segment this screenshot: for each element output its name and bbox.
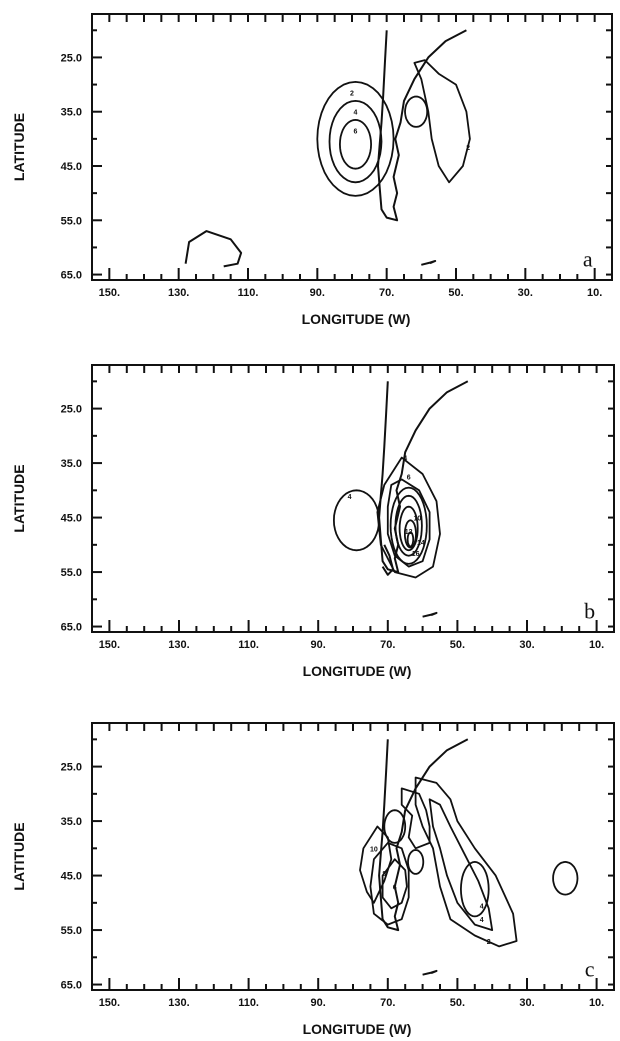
contour-label: 4 bbox=[348, 494, 352, 501]
y-tick-label: 35.0 bbox=[61, 458, 82, 470]
y-tick-label: 35.0 bbox=[61, 107, 82, 119]
x-tick-label: 70. bbox=[380, 997, 395, 1009]
panel-b: 150. 130. 110. 90. 70. 50. 30. 10. 25.0 35.0 45.0 5… bbox=[11, 364, 615, 679]
x-tick-label: 50. bbox=[450, 639, 465, 651]
contour-line bbox=[386, 478, 431, 568]
panel-letter: a bbox=[583, 246, 593, 271]
contour-line bbox=[398, 505, 419, 552]
coastline-contour bbox=[378, 738, 469, 932]
y-tick-label: 65.0 bbox=[61, 622, 82, 634]
contour-label: 6 bbox=[407, 475, 411, 482]
y-axis-title: LATITUDE bbox=[11, 113, 27, 181]
x-tick-label: 150. bbox=[99, 287, 120, 299]
contour-label: 6 bbox=[354, 129, 358, 136]
x-tick-label: 90. bbox=[311, 997, 326, 1009]
coastline-contour bbox=[378, 380, 469, 574]
contour-line bbox=[407, 849, 425, 875]
contour-line bbox=[333, 489, 380, 552]
contour-line bbox=[381, 858, 408, 910]
contour-line bbox=[404, 519, 417, 549]
contour-label: 6 bbox=[393, 884, 397, 891]
contour-label: 4 bbox=[480, 917, 484, 924]
x-tick-label: 70. bbox=[380, 639, 395, 651]
x-tick-label: 110. bbox=[238, 997, 259, 1009]
x-tick-label: 150. bbox=[99, 997, 120, 1009]
coastline-contour bbox=[422, 969, 438, 976]
y-tick-label: 55.0 bbox=[61, 925, 82, 937]
y-tick-label: 25.0 bbox=[61, 404, 82, 416]
contour-line bbox=[414, 776, 518, 948]
x-tick-label: 10. bbox=[587, 287, 602, 299]
plot-frame bbox=[91, 722, 615, 991]
x-axis-title: LONGITUDE (W) bbox=[302, 311, 411, 327]
contour-line bbox=[383, 809, 407, 844]
x-tick-label: 130. bbox=[168, 997, 189, 1009]
y-tick-label: 45.0 bbox=[61, 161, 82, 173]
plot-frame bbox=[91, 13, 613, 281]
x-tick-label: 110. bbox=[238, 639, 259, 651]
contour-line bbox=[428, 798, 494, 931]
contour-label: 4 bbox=[403, 456, 407, 463]
x-tick-label: 90. bbox=[310, 287, 325, 299]
x-tick-label: 30. bbox=[519, 639, 534, 651]
y-tick-label: 65.0 bbox=[61, 980, 82, 992]
x-tick-label: 70. bbox=[379, 287, 394, 299]
x-tick-label: 50. bbox=[448, 287, 463, 299]
contour-line bbox=[552, 861, 579, 896]
contour-label: 16 bbox=[412, 551, 420, 558]
x-tick-label: 90. bbox=[311, 639, 326, 651]
contour-label: 4 bbox=[354, 110, 358, 117]
y-tick-label: 35.0 bbox=[61, 816, 82, 828]
x-tick-label: 150. bbox=[99, 639, 120, 651]
x-tick-label: 50. bbox=[450, 997, 465, 1009]
x-tick-label: 30. bbox=[519, 997, 534, 1009]
coastline-contour bbox=[421, 260, 437, 266]
contour-line bbox=[413, 59, 471, 184]
x-tick-label: 130. bbox=[168, 639, 189, 651]
y-tick-label: 45.0 bbox=[61, 871, 82, 883]
contour-label: 2 bbox=[350, 91, 354, 98]
contour-line bbox=[406, 531, 415, 548]
y-tick-label: 25.0 bbox=[61, 52, 82, 64]
contour-line bbox=[394, 494, 423, 557]
y-tick-label: 45.0 bbox=[61, 513, 82, 525]
contour-label: 10 bbox=[370, 846, 378, 853]
contour-line bbox=[369, 842, 410, 926]
y-tick-label: 65.0 bbox=[61, 270, 82, 282]
contour-line bbox=[316, 81, 395, 197]
x-tick-label: 110. bbox=[238, 287, 259, 299]
contour-line bbox=[376, 456, 441, 579]
contour-label: 2 bbox=[466, 145, 470, 152]
panel-c: 150. 130. 110. 90. 70. 50. 30. 10. 25.0 35.0 45.0 5… bbox=[11, 722, 615, 1037]
coastline-contour bbox=[422, 611, 438, 618]
x-axis-title: LONGITUDE (W) bbox=[303, 663, 412, 679]
x-tick-label: 10. bbox=[589, 639, 604, 651]
panel-a: 150. 130. 110. 90. 70. 50. 30. 10. 25.0 35.0 45.0 5… bbox=[11, 13, 613, 327]
x-tick-label: 30. bbox=[518, 287, 533, 299]
plot-frame bbox=[91, 364, 615, 633]
contour-line bbox=[389, 486, 428, 565]
y-tick-label: 25.0 bbox=[61, 762, 82, 774]
x-axis-title: LONGITUDE (W) bbox=[303, 1021, 412, 1037]
y-axis-title: LATITUDE bbox=[11, 822, 27, 890]
contour-line bbox=[460, 861, 490, 918]
coastline-contour bbox=[184, 230, 243, 268]
x-tick-label: 10. bbox=[589, 997, 604, 1009]
contour-line bbox=[339, 119, 372, 170]
panel-letter: c bbox=[585, 956, 595, 981]
contour-label: 4 bbox=[480, 904, 484, 911]
panel-letter: b bbox=[584, 598, 595, 623]
contour-line bbox=[328, 100, 383, 184]
y-axis-title: LATITUDE bbox=[11, 464, 27, 532]
contour-label: 2 bbox=[487, 939, 491, 946]
x-tick-label: 130. bbox=[168, 287, 189, 299]
contour-line bbox=[359, 825, 393, 904]
y-tick-label: 55.0 bbox=[61, 215, 82, 227]
y-tick-label: 55.0 bbox=[61, 567, 82, 579]
contour-line bbox=[404, 95, 429, 128]
contour-line bbox=[400, 787, 431, 850]
contour-label: 14 bbox=[417, 540, 425, 547]
